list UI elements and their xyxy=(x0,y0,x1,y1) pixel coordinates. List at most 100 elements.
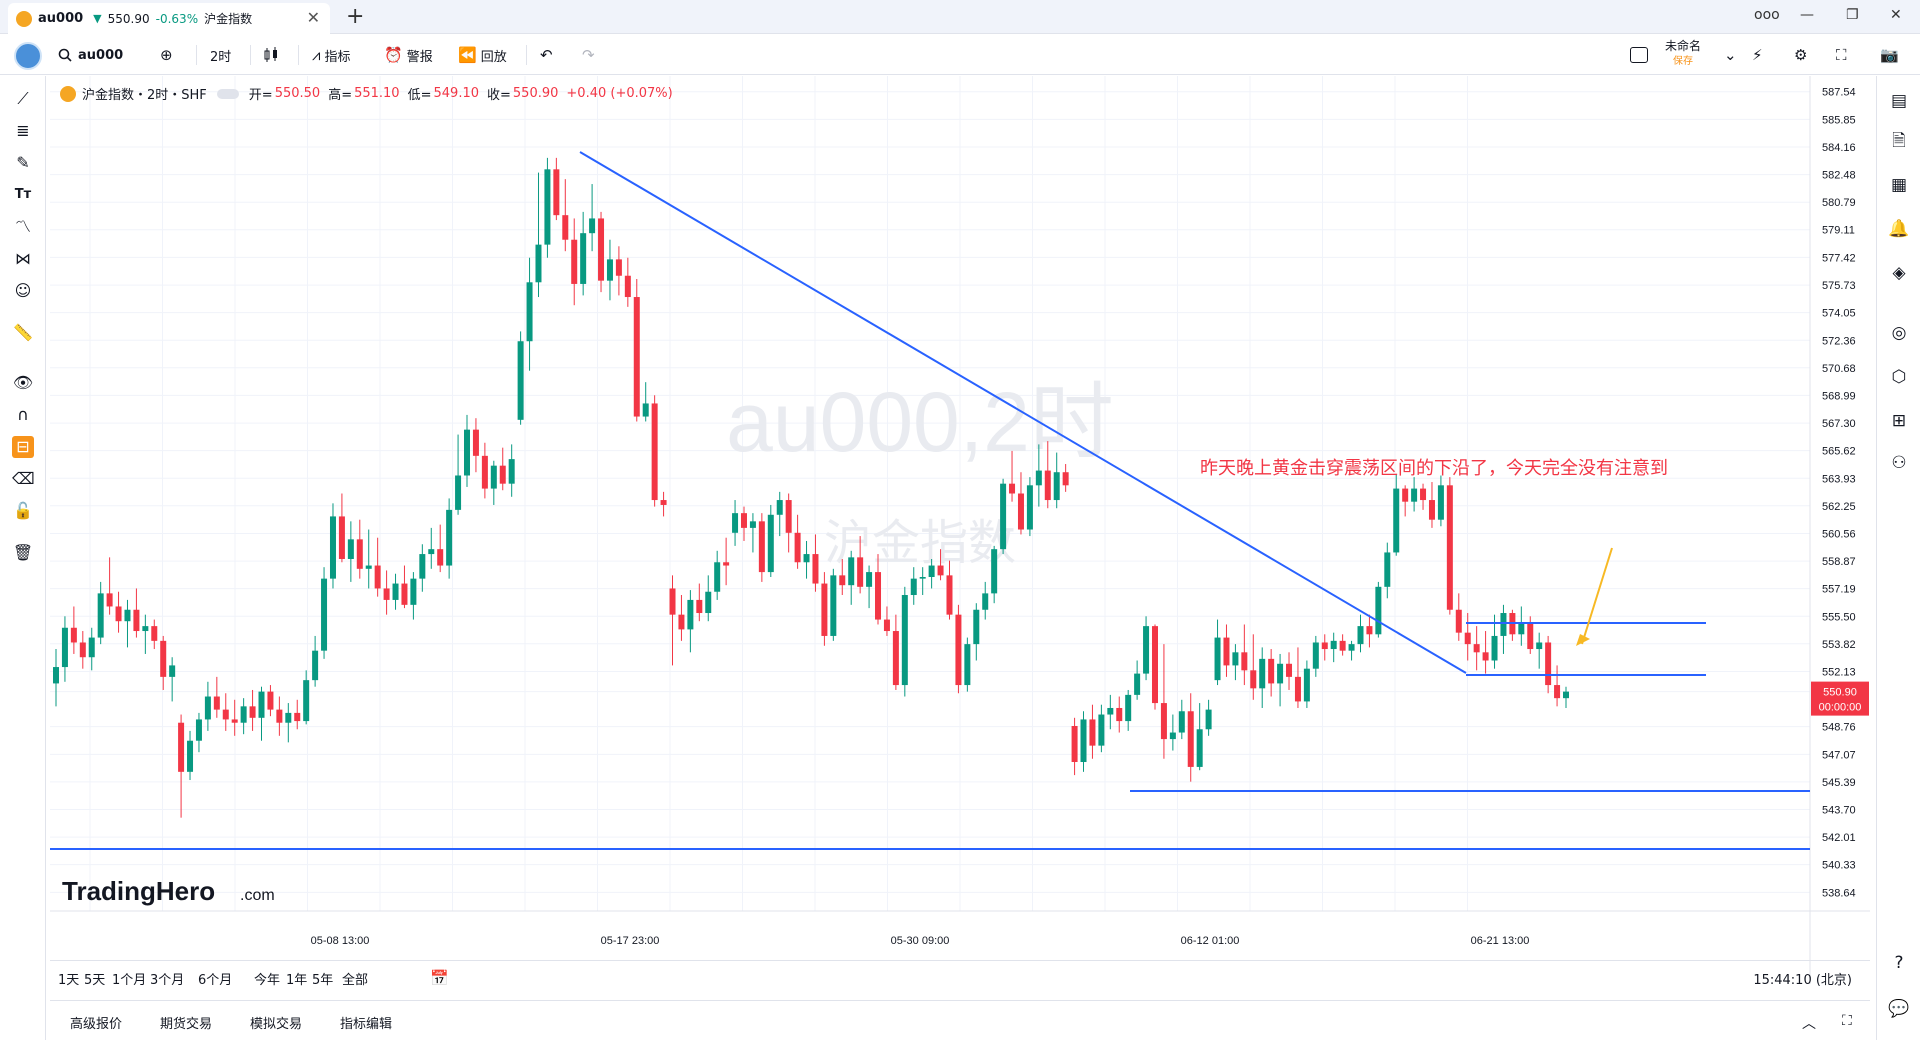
candle-body xyxy=(383,588,390,600)
y-tick-label: 582.48 xyxy=(1822,170,1856,182)
range-button[interactable]: 全部 xyxy=(342,973,369,988)
new-tab-button[interactable]: + xyxy=(346,4,365,29)
layout-dropdown[interactable]: ⌄ xyxy=(1724,44,1741,66)
restore-button[interactable]: ❐ xyxy=(1846,7,1859,23)
bell-icon[interactable]: 🔔 xyxy=(1888,219,1910,239)
lock-icon[interactable]: 🔓 xyxy=(13,501,33,520)
close-tab-icon[interactable]: ✕ xyxy=(306,8,320,27)
replay-button[interactable]: ⏪ 回放 xyxy=(458,44,507,66)
y-tick-label: 574.05 xyxy=(1822,308,1856,320)
cube-icon[interactable]: ⬡ xyxy=(1891,367,1907,387)
goto-date-icon[interactable]: 📅 xyxy=(430,969,449,987)
compare-button[interactable]: ⊕ xyxy=(160,44,177,66)
candle-body xyxy=(249,706,256,718)
candle-body xyxy=(1178,711,1185,733)
chat-icon[interactable]: 💬 xyxy=(1888,999,1910,1019)
settings-button[interactable]: ⚙ xyxy=(1794,44,1811,66)
eraser-icon[interactable]: ⌫ xyxy=(12,469,35,488)
candle-body xyxy=(1375,586,1382,635)
bottom-tab[interactable]: 高级报价 xyxy=(70,1017,123,1032)
range-button[interactable]: 6个月 xyxy=(198,973,233,988)
candle-body xyxy=(866,572,873,587)
clock[interactable]: 15:44:10 (北京) xyxy=(1753,973,1852,988)
legend-title[interactable]: 沪金指数・2时・SHF xyxy=(82,88,207,103)
quick-search-button[interactable]: ⚡ xyxy=(1752,44,1767,66)
avatar[interactable] xyxy=(14,42,42,70)
candle-body xyxy=(1294,676,1301,702)
help-icon[interactable]: ? xyxy=(1894,953,1904,973)
drawing-toolbar: ⟋ ≣ ✎ Tт 〽 ⋈ ☺ 📏 👁 ∩ ⊟ ⌫ 🔓 🗑 xyxy=(0,76,46,1040)
candle-body xyxy=(240,706,247,723)
undo-icon: ↶ xyxy=(540,46,553,64)
grid-icon[interactable]: ⊞ xyxy=(1891,411,1907,431)
lock-drawings-icon[interactable]: ⊟ xyxy=(12,436,34,458)
alerts-button[interactable]: ⏰ 警报 xyxy=(384,44,433,66)
range-button[interactable]: 1个月 xyxy=(112,973,147,988)
candle-body xyxy=(222,709,229,720)
minimize-button[interactable]: — xyxy=(1800,7,1814,23)
pattern-scan-icon[interactable]: ⚇ xyxy=(1891,453,1907,473)
candle-body xyxy=(982,593,989,610)
watchlist-icon[interactable]: ▤ xyxy=(1890,91,1908,111)
range-button[interactable]: 3个月 xyxy=(150,973,185,988)
eye-icon[interactable]: 👁 xyxy=(12,373,34,392)
chart-type-button[interactable] xyxy=(262,44,280,66)
legend-toggle[interactable] xyxy=(216,88,239,99)
range-button[interactable]: 1年 xyxy=(286,973,308,988)
y-tick-label: 568.99 xyxy=(1822,390,1856,402)
fullscreen-button[interactable]: ⛶ xyxy=(1836,44,1851,66)
rewind-icon: ⏪ xyxy=(458,46,477,64)
target-icon[interactable]: ◎ xyxy=(1891,323,1907,343)
bottom-tab[interactable]: 指标编辑 xyxy=(340,1017,393,1032)
candle-body xyxy=(178,722,185,772)
fib-icon[interactable]: ≣ xyxy=(16,121,30,140)
trash-icon[interactable]: 🗑 xyxy=(12,543,34,562)
y-tick-label: 552.13 xyxy=(1822,666,1856,678)
range-button[interactable]: 5年 xyxy=(312,973,334,988)
details-icon[interactable]: 🗎 xyxy=(1892,131,1906,151)
calendar-icon[interactable]: ▦ xyxy=(1890,175,1908,195)
close-window-button[interactable]: ✕ xyxy=(1890,7,1902,23)
collapse-panel-icon[interactable]: ︿ xyxy=(1802,1016,1816,1032)
undo-button[interactable]: ↶ xyxy=(540,44,557,66)
candle-body xyxy=(901,595,908,686)
indicators-button[interactable]: ⩘ 指标 xyxy=(312,44,350,66)
candle-body xyxy=(151,626,158,641)
candle-body xyxy=(1098,714,1105,746)
candle-body xyxy=(79,642,86,658)
more-icon[interactable]: ooo xyxy=(1754,7,1780,23)
ruler-icon[interactable]: 📏 xyxy=(13,323,33,342)
brush-icon[interactable]: ✎ xyxy=(16,153,30,172)
candle-body xyxy=(1437,485,1444,520)
layout-name[interactable]: 未命名 保存 xyxy=(1665,39,1701,69)
magnet-icon[interactable]: ∩ xyxy=(17,405,29,424)
projection-icon[interactable]: ⋈ xyxy=(15,249,31,268)
candle-body xyxy=(1125,694,1132,722)
emoji-icon[interactable]: ☺ xyxy=(14,281,32,300)
symbol-search[interactable]: au000 xyxy=(58,44,123,66)
bottom-tab[interactable]: 期货交易 xyxy=(160,1017,213,1032)
candle-body xyxy=(1062,472,1069,486)
candle-body xyxy=(1250,670,1257,689)
bottom-tab[interactable]: 模拟交易 xyxy=(250,1017,303,1032)
gold-logo-icon xyxy=(60,85,76,102)
screenshot-button[interactable]: 📷 xyxy=(1880,44,1903,66)
open-label: 开= xyxy=(248,88,273,103)
trendline-icon[interactable]: ⟋ xyxy=(17,89,29,108)
range-button[interactable]: 今年 xyxy=(254,973,281,988)
redo-button[interactable]: ↷ xyxy=(582,44,599,66)
range-button[interactable]: 5天 xyxy=(84,973,106,988)
tab-au000[interactable]: au000 ▼ 550.90 -0.63% 沪金指数 ✕ xyxy=(8,3,330,34)
pattern-icon[interactable]: 〽 xyxy=(14,217,31,236)
arrow-head xyxy=(1576,634,1590,646)
candle-body xyxy=(231,719,238,723)
maximize-panel-icon[interactable]: ⛶ xyxy=(1842,1013,1852,1029)
text-icon[interactable]: Tт xyxy=(14,187,32,202)
interval-button[interactable]: 2时 xyxy=(210,44,231,66)
search-input[interactable]: au000 xyxy=(78,47,124,63)
range-button[interactable]: 1天 xyxy=(58,973,80,988)
layers-icon[interactable]: ◈ xyxy=(1892,263,1906,283)
camera-icon: 📷 xyxy=(1880,46,1899,64)
fullscreen-layout-button[interactable] xyxy=(1630,44,1648,66)
